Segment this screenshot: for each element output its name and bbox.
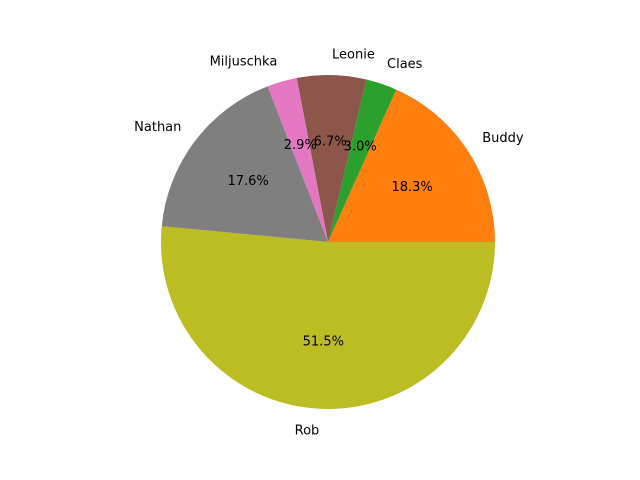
slice-label-rob: Rob	[295, 423, 320, 438]
slice-label-claes: Claes	[387, 57, 423, 72]
pie-labels: Buddy 18.3% Claes 3.0% Leonie 6.7% Miljuschka 2…	[134, 47, 524, 438]
slice-label-buddy: Buddy	[482, 131, 524, 146]
slice-percent-rob: 51.5%	[303, 335, 344, 350]
slice-percent-buddy: 18.3%	[391, 180, 432, 195]
pie-slice-leonie	[296, 74, 367, 243]
slice-percent-claes: 3.0%	[344, 140, 377, 155]
slice-percent-miljuschka: 2.9%	[284, 138, 317, 153]
pie-slice-nathan	[161, 86, 328, 242]
slice-percent-nathan: 17.6%	[227, 174, 268, 189]
pie-slice-miljuschka	[267, 77, 328, 243]
pie-slice-claes	[328, 79, 397, 243]
pie-slice-buddy	[328, 89, 495, 242]
slice-label-miljuschka: Miljuschka	[210, 54, 278, 69]
slice-percent-leonie: 6.7%	[314, 134, 347, 149]
slice-label-nathan: Nathan	[134, 120, 181, 135]
pie-slices	[161, 74, 496, 409]
pie-slice-rob	[161, 226, 496, 409]
slice-label-leonie: Leonie	[332, 47, 375, 62]
